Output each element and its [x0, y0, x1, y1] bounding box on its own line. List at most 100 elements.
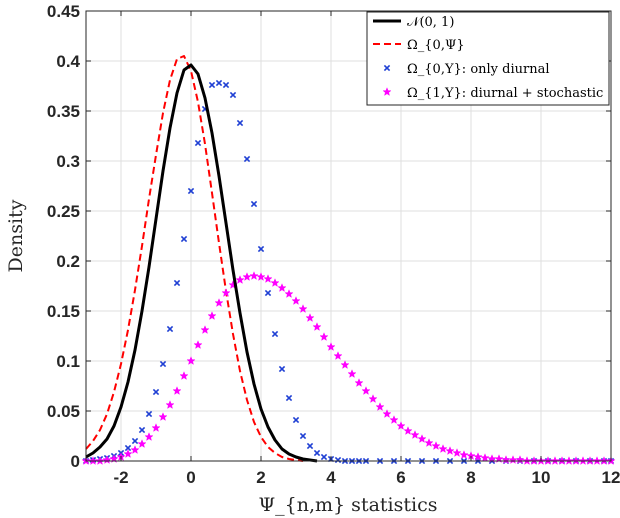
data-point — [459, 450, 469, 459]
data-point — [501, 455, 511, 464]
data-point — [172, 386, 182, 395]
data-point — [124, 444, 132, 452]
y-tick-label: 0.45 — [47, 2, 80, 21]
data-point — [263, 274, 273, 283]
y-tick-label: 0.3 — [56, 152, 80, 171]
y-tick-label: 0.15 — [47, 302, 80, 321]
data-point — [102, 455, 112, 464]
series-line — [85, 55, 304, 462]
data-point — [166, 325, 174, 333]
data-point — [152, 388, 160, 396]
data-point — [313, 449, 321, 457]
data-point — [123, 449, 133, 458]
data-point — [242, 272, 252, 281]
data-point — [417, 434, 427, 443]
x-axis-label: Ψ_{n,m} statistics — [259, 494, 438, 516]
data-point — [257, 245, 265, 253]
data-point — [277, 283, 287, 292]
data-point — [306, 442, 314, 450]
data-point — [158, 412, 168, 421]
data-point — [334, 456, 342, 464]
data-point — [243, 155, 251, 163]
data-point — [410, 430, 420, 439]
data-point — [473, 452, 483, 461]
data-point — [180, 235, 188, 243]
data-point — [389, 415, 399, 424]
data-point — [236, 119, 244, 127]
data-point — [271, 330, 279, 338]
data-point — [130, 445, 140, 454]
data-point — [299, 432, 307, 440]
legend-swatch — [382, 87, 392, 96]
data-point — [320, 453, 328, 461]
data-point — [264, 289, 272, 297]
data-point — [159, 360, 167, 368]
data-point — [508, 455, 518, 464]
data-point — [278, 365, 286, 373]
y-axis-label: Density — [5, 199, 27, 272]
data-point — [137, 439, 147, 448]
data-point — [173, 279, 181, 287]
series-3 — [81, 271, 616, 465]
data-point — [187, 187, 195, 195]
y-tick-label: 0 — [71, 452, 80, 471]
data-point — [361, 386, 371, 395]
axes-frame — [85, 10, 612, 462]
data-point — [438, 444, 448, 453]
data-point — [326, 342, 336, 351]
data-point — [382, 409, 392, 418]
data-point — [312, 322, 322, 331]
data-point — [340, 360, 350, 369]
legend-label: Ω_{1,Υ}: diurnal + stochastic — [407, 86, 603, 101]
data-point — [375, 402, 385, 411]
data-point — [194, 139, 202, 147]
data-point — [291, 296, 301, 305]
plot-area — [81, 55, 616, 465]
data-point — [292, 416, 300, 424]
data-point — [256, 272, 266, 281]
data-point — [445, 446, 455, 455]
series-2 — [82, 79, 615, 465]
y-tick-label: 0.2 — [56, 252, 80, 271]
legend-label: Ω_{0,Ψ} — [407, 38, 465, 53]
data-point — [452, 448, 462, 457]
data-point — [396, 421, 406, 430]
data-point — [229, 91, 237, 99]
data-point — [515, 455, 525, 464]
data-point — [284, 289, 294, 298]
data-point — [193, 340, 203, 349]
y-tick-label: 0.4 — [56, 52, 80, 71]
data-point — [145, 410, 153, 418]
data-point — [138, 426, 146, 434]
data-point — [200, 325, 210, 334]
data-point — [144, 432, 154, 441]
data-point — [403, 426, 413, 435]
y-tick-label: 0.35 — [47, 102, 80, 121]
data-point — [250, 200, 258, 208]
legend-label: 𝒩(0, 1) — [407, 15, 454, 30]
data-point — [354, 378, 364, 387]
data-point — [431, 441, 441, 450]
data-point — [347, 369, 357, 378]
data-point — [214, 298, 224, 307]
data-point — [270, 278, 280, 287]
x-tick-label: 8 — [466, 468, 475, 487]
data-point — [221, 288, 231, 297]
data-point — [165, 400, 175, 409]
legend-box — [366, 11, 610, 106]
x-tick-label: 4 — [326, 468, 336, 487]
data-point — [208, 81, 216, 89]
data-point — [186, 356, 196, 365]
legend: 𝒩(0, 1) Ω_{0,Ψ} Ω_{0,Υ}: only diurnal Ω_{1,… — [366, 11, 610, 106]
data-point — [368, 394, 378, 403]
y-tick-label: 0.05 — [47, 402, 80, 421]
x-tick-label: 0 — [186, 468, 195, 487]
data-point — [333, 351, 343, 360]
data-point — [298, 304, 308, 313]
series-0 — [85, 63, 318, 463]
data-point — [305, 313, 315, 322]
x-tick-label: 10 — [532, 468, 551, 487]
data-point — [480, 453, 490, 462]
data-point — [151, 423, 161, 432]
